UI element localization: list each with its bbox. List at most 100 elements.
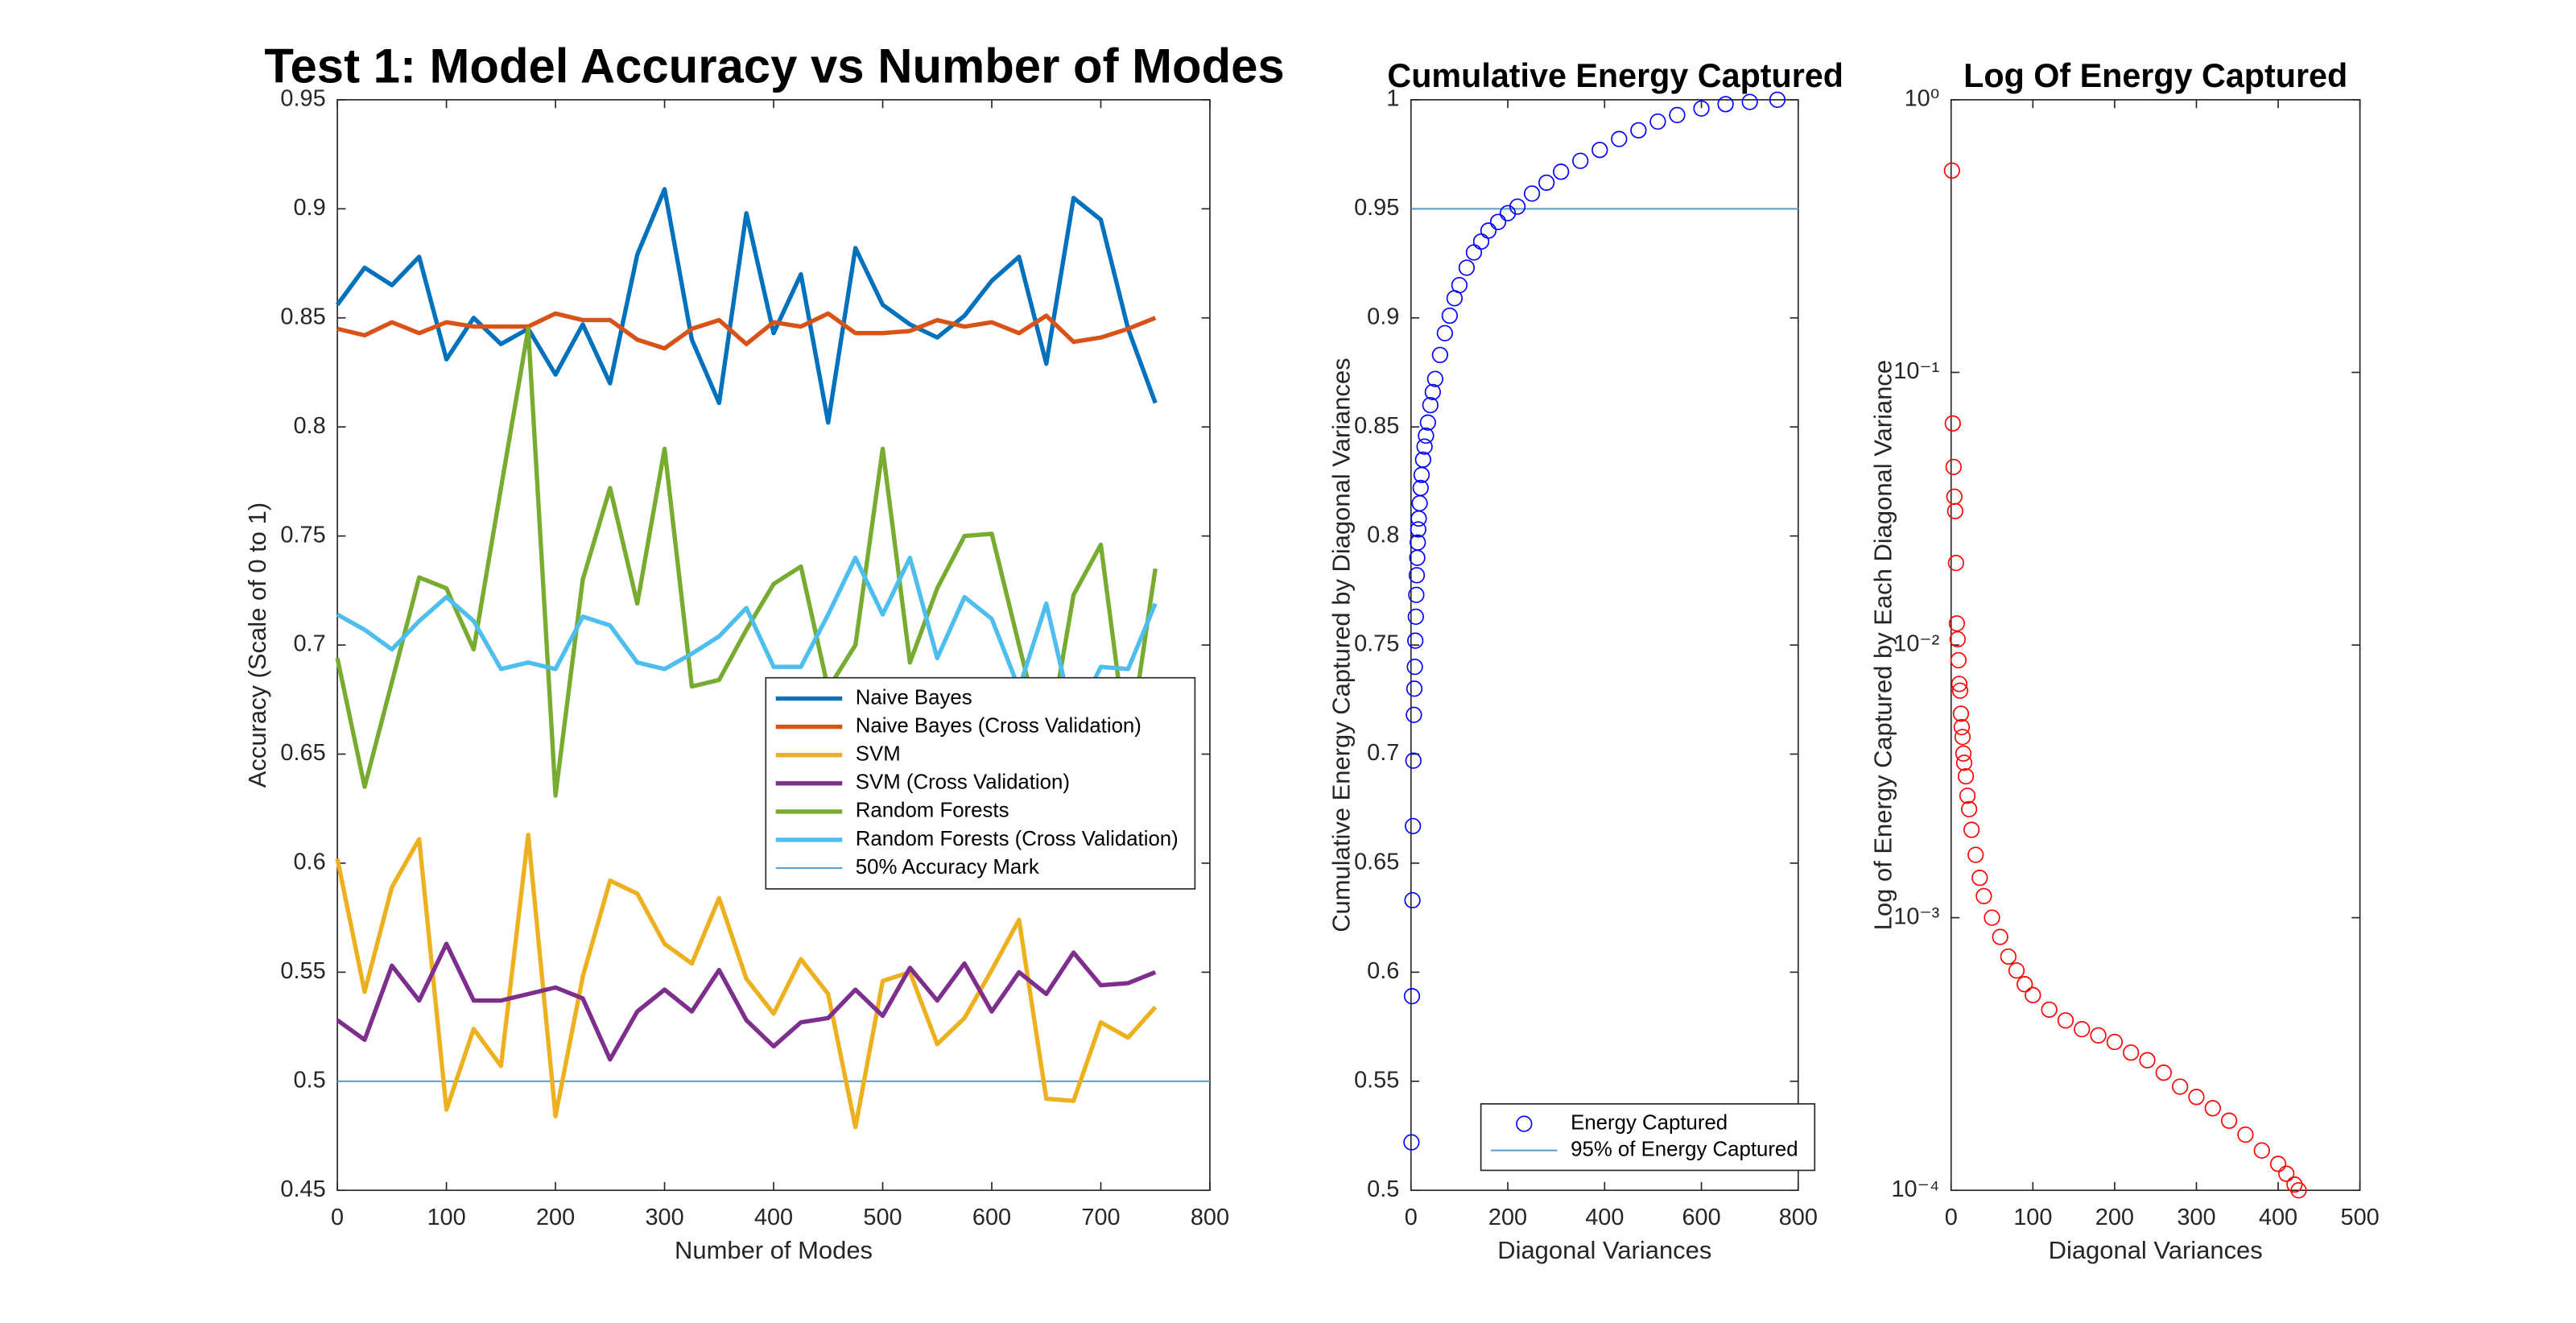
data-point (2237, 1126, 2254, 1143)
y-tick-label: 10⁻² (1893, 631, 1939, 657)
chart-title: Log Of Energy Captured (1963, 57, 2347, 94)
y-tick-label: 0.8 (1367, 522, 1399, 548)
data-point (1951, 676, 1968, 693)
data-point (1984, 909, 2000, 926)
y-tick-label: 0.9 (293, 195, 325, 221)
data-point (1992, 928, 2008, 945)
y-tick-label: 0.85 (1354, 413, 1399, 439)
y-axis-label: Accuracy (Scale of 0 to 1) (243, 502, 271, 788)
data-point (1975, 887, 1992, 904)
y-tick-label: 0.6 (1367, 958, 1399, 984)
legend-label: Random Forests (Cross Validation) (856, 828, 1179, 850)
x-tick-label: 800 (1191, 1205, 1229, 1230)
data-point (1441, 307, 1458, 325)
data-point (1405, 817, 1422, 834)
data-point (1412, 479, 1429, 497)
y-tick-label: 0.7 (1367, 740, 1399, 766)
y-tick-label: 0.55 (280, 958, 325, 984)
x-tick-label: 300 (2177, 1205, 2215, 1230)
data-point (1946, 502, 1963, 519)
data-point (2269, 1156, 2287, 1172)
data-point (2025, 986, 2041, 1003)
y-tick-label: 0.85 (280, 304, 325, 329)
data-point (1403, 1134, 1420, 1151)
data-point (2057, 1012, 2074, 1029)
data-line (335, 187, 1158, 425)
legend: Naive Bayes Naive Bayes (Cross Validation… (765, 676, 1196, 890)
y-tick-label: 0.9 (1367, 304, 1399, 329)
y-tick-label: 0.7 (293, 631, 325, 657)
data-point (1426, 370, 1443, 387)
data-point (1436, 325, 1453, 341)
data-line (335, 833, 1158, 1130)
data-point (2278, 1165, 2295, 1182)
subplot: 0 200 400 600 800 0.5 0.55 0.6 0.65 0.7 0.75 0.8 0.8… (1327, 57, 1843, 1264)
x-tick-label: 500 (2341, 1205, 2380, 1230)
data-point (1403, 988, 1421, 1005)
x-tick-label: 500 (863, 1205, 902, 1230)
legend-marker (1516, 1115, 1533, 1132)
data-point (1591, 142, 1608, 159)
data-point (1414, 451, 1431, 468)
x-tick-label: 0 (1945, 1205, 1958, 1230)
data-point (2017, 976, 2033, 993)
data-point (1957, 767, 1975, 785)
y-tick-label: 0.65 (280, 740, 325, 766)
data-point (1572, 152, 1589, 169)
x-tick-label: 400 (754, 1205, 793, 1230)
data-point (1955, 755, 1973, 771)
data-point (2290, 1182, 2307, 1199)
x-tick-label: 0 (1405, 1205, 1418, 1230)
y-tick-label: 0.75 (1354, 631, 1399, 657)
data-point (1419, 414, 1436, 431)
data-point (1416, 438, 1433, 455)
data-point (1717, 96, 1734, 113)
y-tick-label: 10⁻⁴ (1891, 1176, 1939, 1202)
data-point (1480, 222, 1497, 239)
y-tick-label: 0.8 (293, 413, 325, 439)
chart-title: Cumulative Energy Captured (1387, 57, 1843, 94)
data-point (1451, 277, 1468, 294)
y-tick-label: 0.5 (1367, 1176, 1399, 1202)
data-point (1410, 534, 1426, 551)
data-point (2139, 1052, 2156, 1069)
y-tick-label: 0.45 (280, 1176, 325, 1202)
data-point (1955, 745, 1972, 762)
data-point (1963, 821, 1980, 838)
data-point (2172, 1078, 2189, 1095)
legend: Energy Captured 95% of Energy Captured (1480, 1103, 1816, 1172)
data-point (1949, 630, 1966, 648)
data-point (1408, 586, 1425, 603)
data-point (1960, 800, 1978, 818)
legend-label: 50% Accuracy Mark (856, 856, 1039, 879)
subplot: 0 100 200 300 400 500 600 700 800 0.45 0.5 0.55 0.6 0… (243, 39, 1285, 1264)
data-point (1952, 705, 1970, 722)
data-point (1408, 567, 1426, 584)
x-tick-label: 300 (645, 1205, 683, 1230)
data-point (2188, 1089, 2205, 1106)
data-point (1611, 130, 1628, 147)
data-point (2155, 1065, 2172, 1081)
chart-title: Test 1: Model Accuracy vs Number of Mode… (264, 39, 1284, 93)
y-tick-label: 10⁻¹ (1893, 358, 1939, 384)
legend-label: Naive Bayes (856, 686, 972, 709)
data-point (1424, 383, 1441, 400)
data-point (1951, 682, 1969, 699)
data-point (1410, 521, 1426, 538)
data-point (1769, 91, 1786, 109)
data-point (1948, 615, 1965, 632)
data-point (1945, 458, 1962, 476)
plot-area (336, 99, 1211, 1192)
legend-label: Naive Bayes (Cross Validation) (856, 714, 1141, 737)
legend-label: 95% of Energy Captured (1571, 1138, 1798, 1160)
data-point (1523, 185, 1541, 202)
data-point (2090, 1027, 2107, 1044)
x-tick-label: 200 (2095, 1205, 2134, 1230)
data-point (1967, 846, 1984, 863)
data-point (1509, 198, 1526, 215)
data-point (1693, 100, 1710, 117)
data-point (1630, 122, 1647, 139)
x-tick-label: 600 (1682, 1205, 1720, 1230)
subplot: 0 100 200 300 400 500 10⁻⁴ 10⁻³ 10⁻² 10⁻¹ 10⁰ Log O… (1868, 57, 2379, 1264)
